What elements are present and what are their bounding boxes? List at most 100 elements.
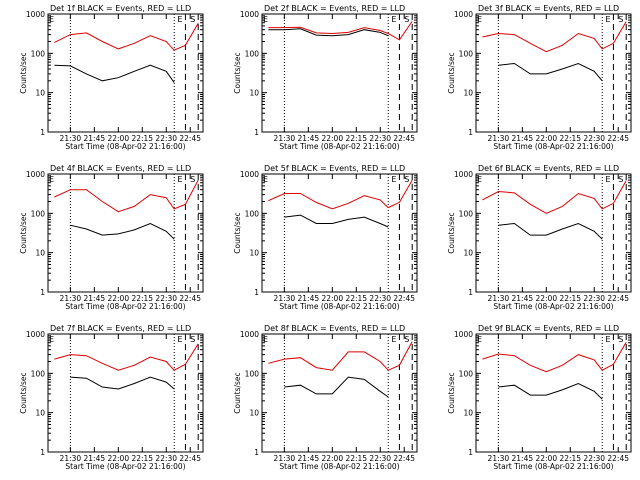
plot-frame <box>47 13 204 133</box>
y-tick-label: 100 <box>459 369 474 378</box>
y-tick-label: 10 <box>35 89 45 98</box>
x-tick-label: 21:45 <box>84 134 106 143</box>
x-tick-label: 21:45 <box>298 134 320 143</box>
x-axis-label: Start Time (08-Apr-02 21:16:00) <box>493 462 613 471</box>
y-tick-label: 1000 <box>454 170 473 179</box>
series-lld-line <box>268 341 413 371</box>
y-axis-label: Counts/sec <box>19 52 28 93</box>
marker-E: E <box>391 335 396 344</box>
x-tick-label: 21:30 <box>60 134 82 143</box>
x-tick-label: 22:15 <box>345 134 367 143</box>
y-axis-label: Counts/sec <box>233 372 242 413</box>
x-axis-label: Start Time (08-Apr-02 21:16:00) <box>279 142 399 151</box>
y-axis-label: Counts/sec <box>233 52 242 93</box>
x-tick-label: 22:45 <box>607 454 629 463</box>
x-tick-label: 22:00 <box>535 454 557 463</box>
y-axis-label: Counts/sec <box>447 52 456 93</box>
y-axis-label: Counts/sec <box>447 372 456 413</box>
panel-det-2: Det 2f BLACK = Events, RED = LLD 1 10 100 10… <box>233 4 418 151</box>
x-tick-label: 22:00 <box>107 454 129 463</box>
y-tick-label: 10 <box>249 409 259 418</box>
x-tick-label: 22:30 <box>583 294 605 303</box>
marker-S: S <box>404 175 409 184</box>
series-events-line <box>498 62 603 82</box>
marker-E-left: E <box>49 175 54 184</box>
marker-E: E <box>391 175 396 184</box>
marker-S: S <box>190 175 195 184</box>
x-tick-label: 22:30 <box>583 134 605 143</box>
x-tick-label: 22:15 <box>559 294 581 303</box>
x-tick-label: 21:45 <box>512 294 534 303</box>
y-tick-label: 1 <box>254 448 259 457</box>
plot-frame <box>261 333 418 453</box>
panel-title: Det 2f BLACK = Events, RED = LLD <box>264 4 405 13</box>
x-tick-label: 22:30 <box>583 454 605 463</box>
y-tick-label: 100 <box>245 49 260 58</box>
panel-det-5: Det 5f BLACK = Events, RED = LLD 1 10 100 10… <box>233 164 418 311</box>
y-tick-label: 1000 <box>240 330 259 339</box>
x-tick-label: 22:45 <box>393 294 415 303</box>
x-tick-label: 21:45 <box>298 454 320 463</box>
x-tick-label: 21:45 <box>512 454 534 463</box>
series-lld-line <box>54 179 199 213</box>
x-tick-label: 22:15 <box>559 454 581 463</box>
y-tick-label: 1000 <box>26 330 45 339</box>
series-lld-line <box>482 180 627 214</box>
x-axis-label: Start Time (08-Apr-02 21:16:00) <box>65 462 185 471</box>
y-tick-label: 10 <box>249 249 259 258</box>
marker-S: S <box>190 15 195 24</box>
marker-E: E <box>605 335 610 344</box>
x-tick-label: 22:00 <box>535 294 557 303</box>
y-tick-label: 10 <box>35 409 45 418</box>
marker-E-left: E <box>477 175 482 184</box>
x-tick-label: 21:30 <box>488 134 510 143</box>
x-tick-label: 22:30 <box>155 134 177 143</box>
x-tick-label: 21:30 <box>274 454 296 463</box>
x-tick-label: 22:15 <box>131 454 153 463</box>
series-lld-line <box>482 21 627 53</box>
y-tick-label: 1 <box>468 288 473 297</box>
x-axis-label: Start Time (08-Apr-02 21:16:00) <box>493 302 613 311</box>
plot-frame <box>47 173 204 293</box>
series-lld-line <box>54 343 199 371</box>
x-tick-label: 22:15 <box>131 294 153 303</box>
marker-E: E <box>177 335 182 344</box>
y-tick-label: 1000 <box>454 330 473 339</box>
series-events-line <box>268 28 389 37</box>
y-tick-label: 10 <box>463 409 473 418</box>
marker-S: S <box>618 335 623 344</box>
marker-E: E <box>177 15 182 24</box>
y-tick-label: 100 <box>31 209 46 218</box>
marker-E: E <box>605 175 610 184</box>
y-axis-label: Counts/sec <box>19 212 28 253</box>
panel-title: Det 1f BLACK = Events, RED = LLD <box>50 4 191 13</box>
y-tick-label: 10 <box>463 89 473 98</box>
y-tick-label: 1 <box>40 128 45 137</box>
panel-det-3: Det 3f BLACK = Events, RED = LLD 1 10 100 10… <box>447 4 632 151</box>
x-tick-label: 22:45 <box>607 134 629 143</box>
series-events-line <box>70 376 175 390</box>
x-tick-label: 22:00 <box>321 294 343 303</box>
panel-title: Det 6f BLACK = Events, RED = LLD <box>478 164 619 173</box>
x-axis-label: Start Time (08-Apr-02 21:16:00) <box>279 462 399 471</box>
series-lld-line <box>54 23 199 51</box>
panel-det-9: Det 9f BLACK = Events, RED = LLD 1 10 100 10… <box>447 324 632 471</box>
x-axis-label: Start Time (08-Apr-02 21:16:00) <box>65 142 185 151</box>
marker-S: S <box>618 175 623 184</box>
x-tick-label: 22:00 <box>321 134 343 143</box>
x-axis-label: Start Time (08-Apr-02 21:16:00) <box>493 142 613 151</box>
x-tick-label: 21:45 <box>84 454 106 463</box>
plot-frame <box>475 173 632 293</box>
panel-title: Det 8f BLACK = Events, RED = LLD <box>264 324 405 333</box>
marker-E-left: E <box>49 335 54 344</box>
panel-title: Det 3f BLACK = Events, RED = LLD <box>478 4 619 13</box>
x-tick-label: 21:30 <box>274 134 296 143</box>
x-tick-label: 22:15 <box>559 134 581 143</box>
panel-det-4: Det 4f BLACK = Events, RED = LLD 1 10 100 10… <box>19 164 204 311</box>
x-tick-label: 21:45 <box>84 294 106 303</box>
y-tick-label: 10 <box>463 249 473 258</box>
plot-frame <box>47 333 204 453</box>
marker-S: S <box>190 335 195 344</box>
x-tick-label: 21:30 <box>60 454 82 463</box>
y-axis-label: Counts/sec <box>447 212 456 253</box>
